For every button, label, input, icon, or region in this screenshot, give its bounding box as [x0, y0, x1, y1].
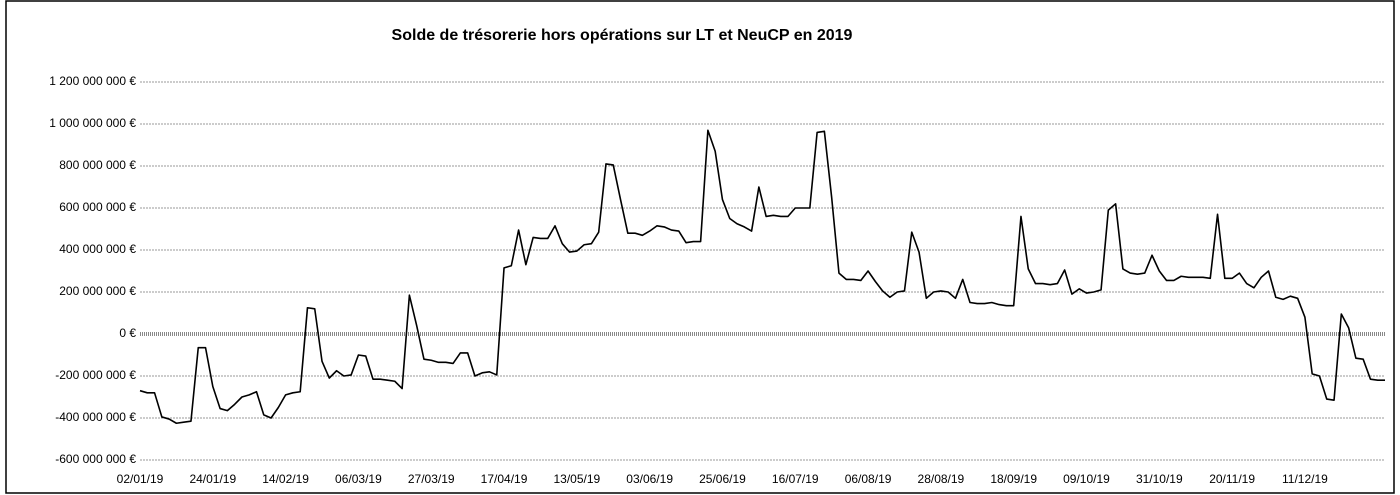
x-tick-label: 06/03/19	[335, 472, 382, 486]
y-tick-label: -200 000 000 €	[55, 368, 136, 382]
y-tick-label: -400 000 000 €	[55, 410, 136, 424]
x-tick-label: 11/12/19	[1282, 472, 1328, 486]
x-tick-label: 20/11/19	[1209, 472, 1255, 486]
x-tick-label: 02/01/19	[117, 472, 164, 486]
x-tick-label: 17/04/19	[481, 472, 528, 486]
series-line	[139, 129, 1385, 425]
x-tick-label: 03/06/19	[626, 472, 673, 486]
y-tick-label: 1 000 000 000 €	[49, 116, 136, 130]
x-tick-label: 09/10/19	[1063, 472, 1110, 486]
x-tick-label: 13/05/19	[553, 472, 600, 486]
y-tick-label: 600 000 000 €	[59, 200, 136, 214]
x-tick-label: 14/02/19	[262, 472, 309, 486]
y-tick-label: 800 000 000 €	[59, 158, 136, 172]
chart-title: Solde de trésorerie hors opérations sur …	[392, 27, 853, 44]
x-tick-label: 27/03/19	[408, 472, 455, 486]
x-tick-label: 31/10/19	[1136, 472, 1183, 486]
y-tick-label: 400 000 000 €	[59, 242, 136, 256]
x-tick-label: 28/08/19	[918, 472, 965, 486]
y-tick-label: 0 €	[119, 326, 136, 340]
y-tick-label: 200 000 000 €	[59, 284, 136, 298]
x-tick-label: 24/01/19	[189, 472, 236, 486]
chart-frame	[5, 0, 1395, 494]
x-tick-label: 16/07/19	[772, 472, 819, 486]
x-tick-label: 06/08/19	[845, 472, 892, 486]
x-tick-label: 18/09/19	[990, 472, 1037, 486]
y-tick-label: 1 200 000 000 €	[49, 74, 136, 88]
x-tick-label: 25/06/19	[699, 472, 746, 486]
y-tick-label: -600 000 000 €	[55, 452, 136, 466]
